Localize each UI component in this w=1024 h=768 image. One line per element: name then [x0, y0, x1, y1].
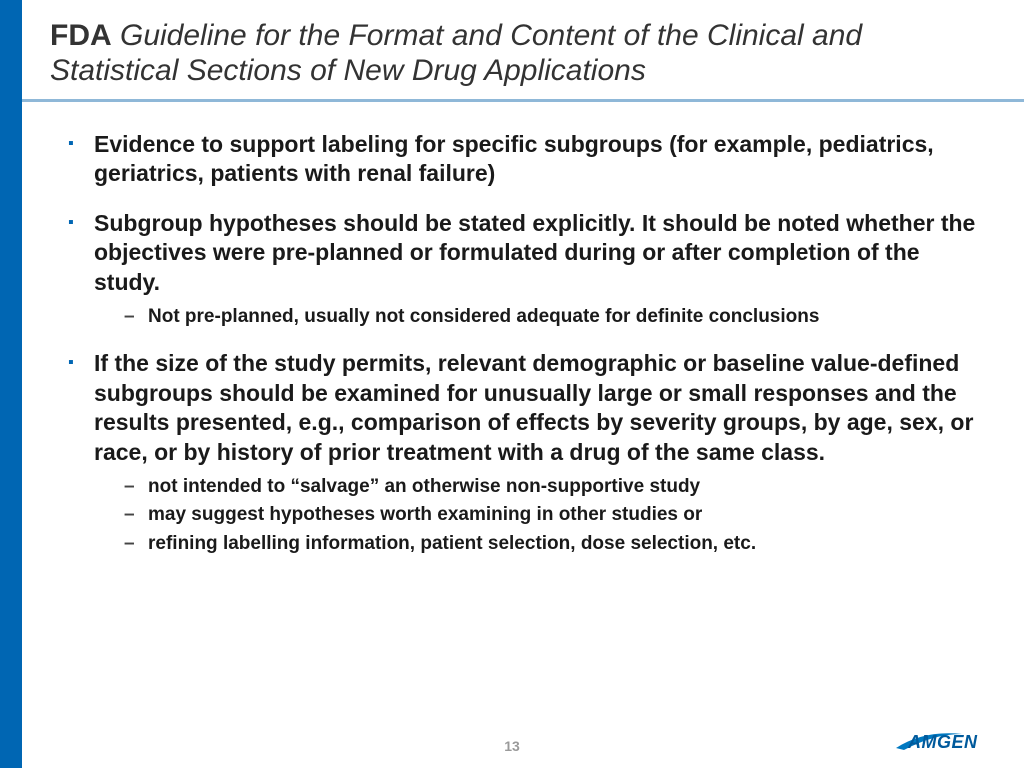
- list-item-text: Evidence to support labeling for specifi…: [94, 131, 934, 186]
- amgen-logo: AMGEN: [894, 728, 1004, 754]
- title-bold-part: FDA: [50, 19, 112, 52]
- bullet-list: Evidence to support labeling for specifi…: [50, 130, 984, 556]
- list-item: Subgroup hypotheses should be stated exp…: [68, 209, 984, 330]
- title-italic-part: Guideline for the Format and Content of …: [50, 19, 862, 87]
- title-divider: [22, 99, 1024, 102]
- sub-list: Not pre-planned, usually not considered …: [94, 305, 984, 329]
- logo-text: AMGEN: [907, 732, 978, 752]
- sub-list: not intended to “salvage” an otherwise n…: [94, 475, 984, 556]
- list-item: Evidence to support labeling for specifi…: [68, 130, 984, 189]
- sub-list-item: refining labelling information, patient …: [124, 532, 984, 556]
- accent-left-bar: [0, 0, 22, 768]
- page-number: 13: [0, 738, 1024, 754]
- sub-list-item: may suggest hypotheses worth examining i…: [124, 503, 984, 527]
- sub-list-item: Not pre-planned, usually not considered …: [124, 305, 984, 329]
- list-item-text: Subgroup hypotheses should be stated exp…: [94, 210, 975, 295]
- sub-list-item: not intended to “salvage” an otherwise n…: [124, 475, 984, 499]
- list-item-text: If the size of the study permits, releva…: [94, 350, 973, 464]
- list-item: If the size of the study permits, releva…: [68, 349, 984, 556]
- slide-body: FDA Guideline for the Format and Content…: [22, 0, 1024, 768]
- slide-title: FDA Guideline for the Format and Content…: [50, 18, 984, 99]
